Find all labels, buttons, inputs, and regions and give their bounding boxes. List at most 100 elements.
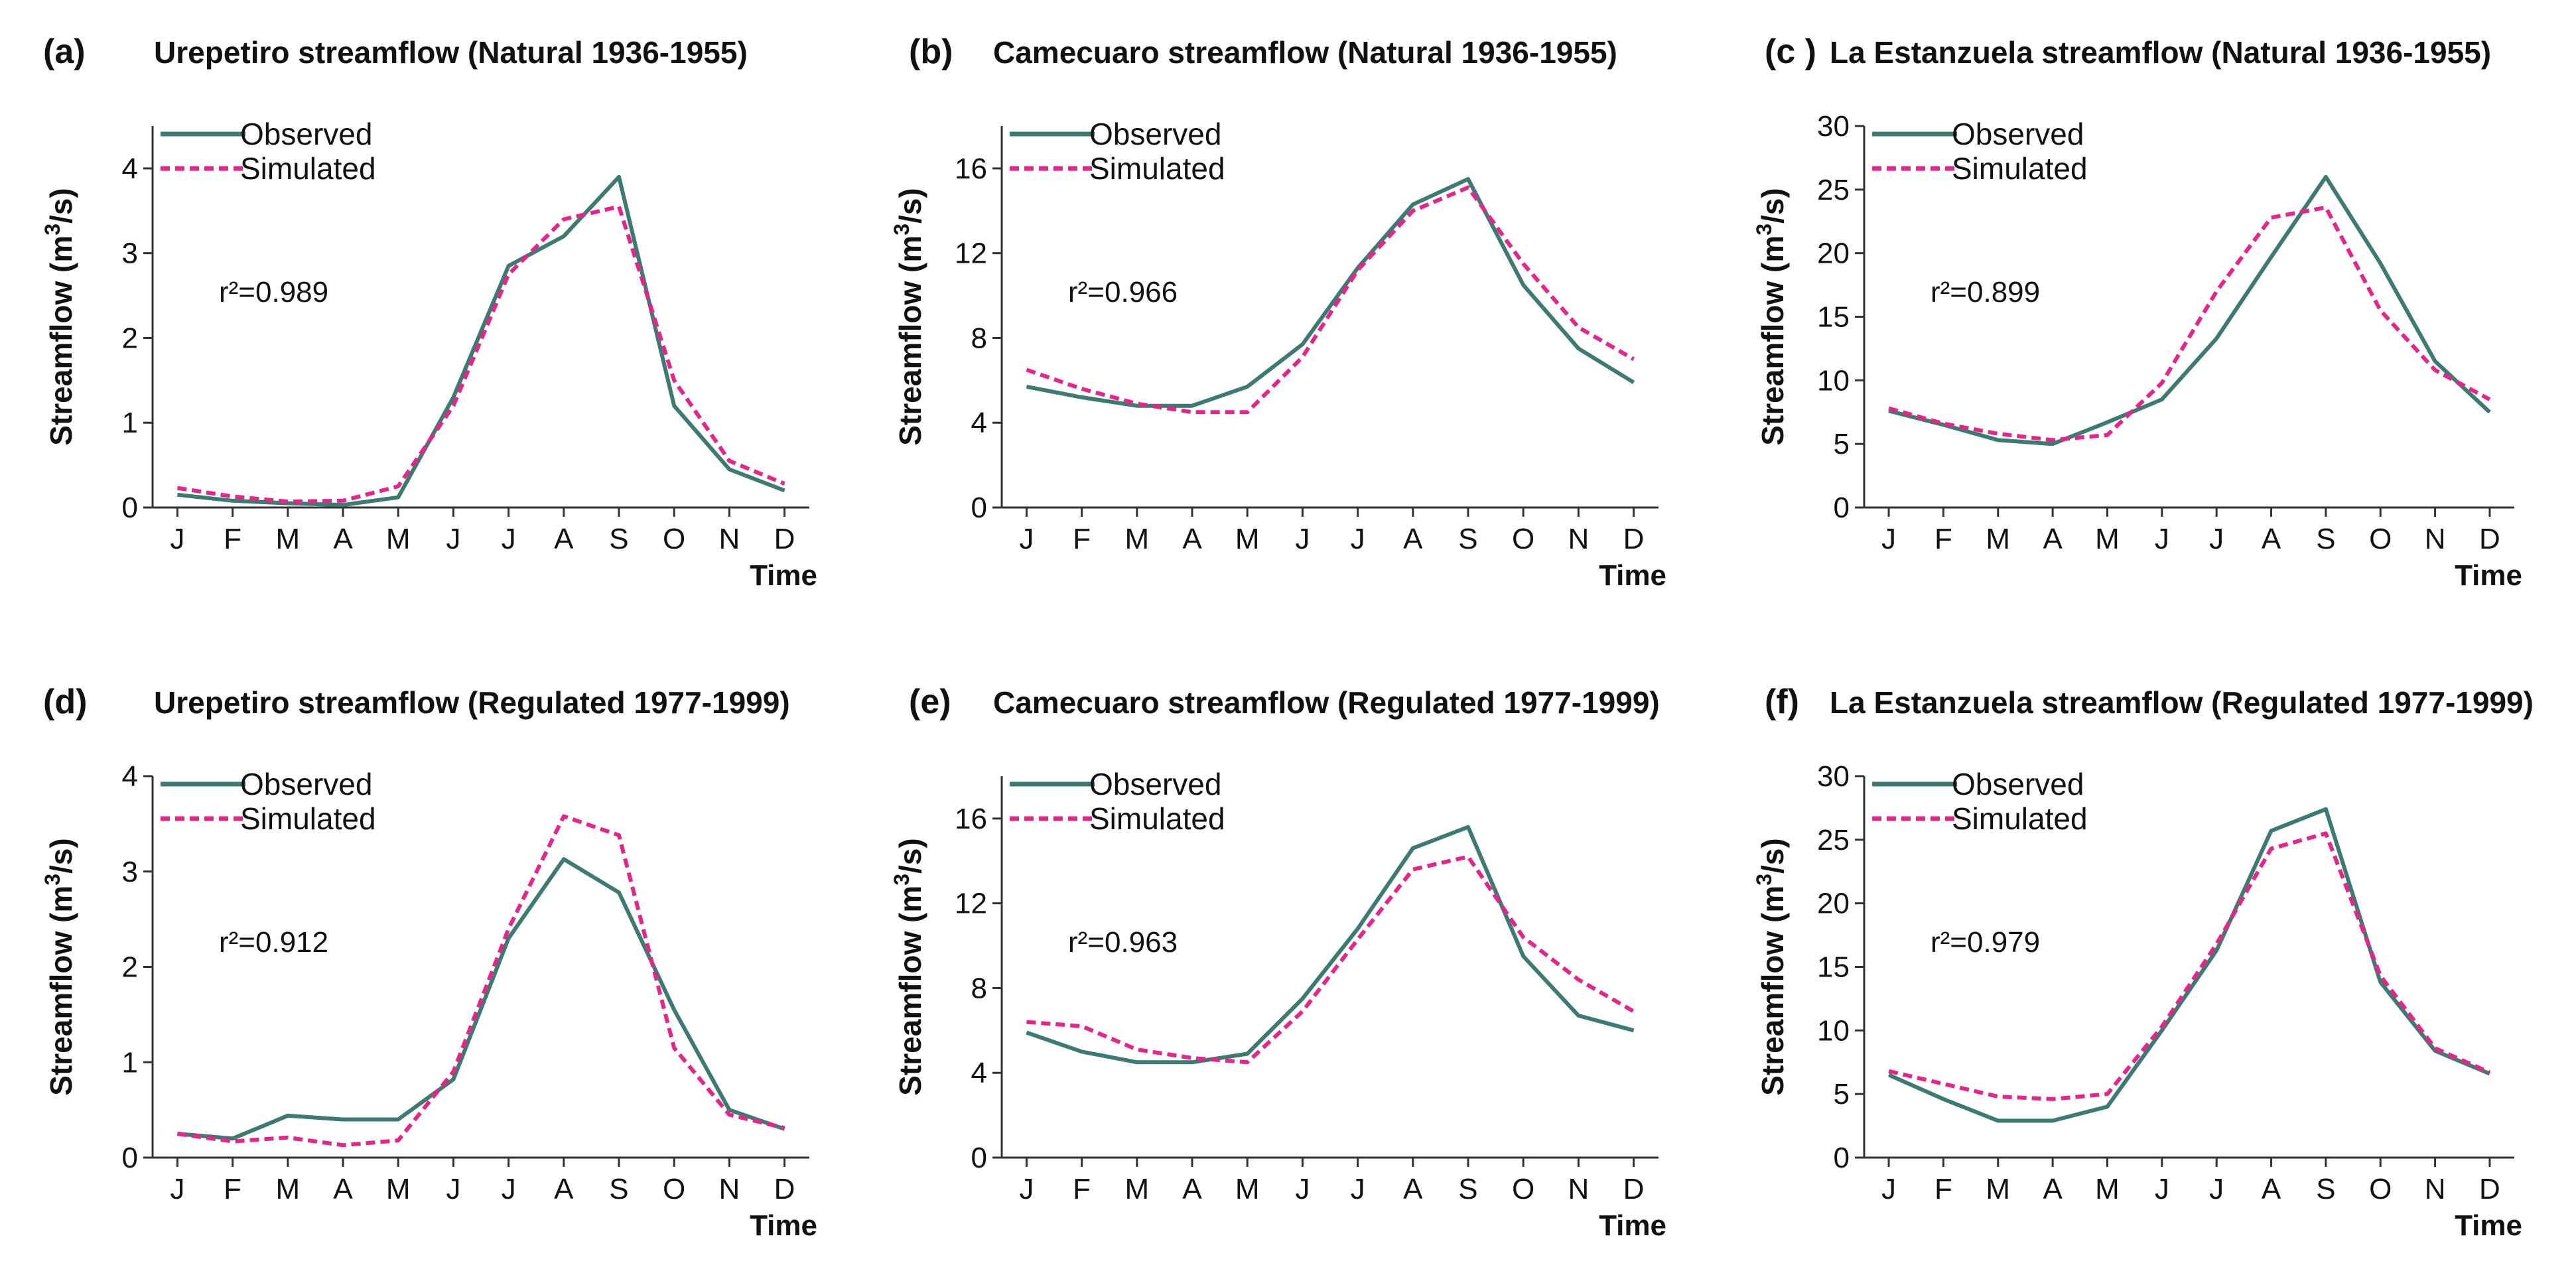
x-axis-label: Time xyxy=(1599,1209,1666,1242)
y-tick-label: 2 xyxy=(122,322,138,354)
simulated-point xyxy=(2488,398,2491,401)
observed-point xyxy=(2051,1119,2054,1122)
observed-point xyxy=(1025,385,1028,388)
x-tick-label: D xyxy=(1623,1173,1645,1205)
r-squared-annotation: r²=0.899 xyxy=(1931,276,2040,308)
r-squared-annotation: r²=0.989 xyxy=(219,276,328,308)
observed-point xyxy=(728,468,730,471)
simulated-point xyxy=(618,834,620,837)
x-tick-label: F xyxy=(224,1173,241,1205)
observed-point xyxy=(2270,255,2273,258)
y-tick-label: 30 xyxy=(1817,760,1850,793)
y-axis-label-unit: /s) xyxy=(44,838,78,874)
legend-simulated-label: Simulated xyxy=(240,801,376,836)
y-axis-label-superscript: 3 xyxy=(890,224,914,235)
x-tick-label: J xyxy=(2209,1173,2224,1205)
x-tick-label: J xyxy=(502,1173,516,1205)
x-tick-label: A xyxy=(2262,1173,2281,1205)
y-axis-label-superscript: 3 xyxy=(890,874,914,886)
y-tick-label: 0 xyxy=(1834,492,1850,524)
observed-point xyxy=(1942,1098,1944,1101)
y-tick-label: 0 xyxy=(122,1142,138,1174)
r-squared-annotation: r²=0.979 xyxy=(1931,926,2040,959)
y-axis-label-unit: /s) xyxy=(893,188,927,224)
observed-point xyxy=(508,265,510,267)
y-tick-label: 30 xyxy=(1817,110,1850,143)
observed-point xyxy=(232,500,234,502)
observed-point xyxy=(1997,1119,2000,1122)
simulated-point xyxy=(1577,978,1580,981)
simulated-point xyxy=(1246,1061,1249,1063)
x-tick-label: O xyxy=(2369,523,2392,555)
y-axis-label-text: Streamflow (m xyxy=(1755,235,1790,446)
simulated-point xyxy=(1633,358,1635,360)
simulated-point xyxy=(563,218,565,221)
y-axis-label-superscript: 3 xyxy=(1752,874,1776,886)
x-tick-label: M xyxy=(275,523,300,555)
simulated-series-line xyxy=(1026,185,1635,415)
x-tick-label: A xyxy=(2043,523,2063,555)
y-tick-label: 1 xyxy=(122,1046,138,1079)
observed-point xyxy=(1577,1014,1580,1017)
observed-point xyxy=(176,494,178,496)
y-tick-label: 20 xyxy=(1817,888,1850,920)
observed-point xyxy=(1887,1073,1890,1076)
y-axis-label-text: Streamflow (m xyxy=(44,886,78,1096)
observed-point xyxy=(1301,997,1304,1000)
observed-series-line xyxy=(177,174,785,507)
x-tick-label: D xyxy=(2479,1173,2500,1205)
y-axis-label-unit: /s) xyxy=(1755,838,1790,874)
observed-point xyxy=(618,176,620,178)
x-tick-label: M xyxy=(1124,1173,1149,1205)
x-tick-label: D xyxy=(1623,523,1645,555)
simulated-point xyxy=(2106,434,2108,437)
y-tick-label: 15 xyxy=(1817,301,1850,334)
x-tick-label: J xyxy=(170,1173,184,1205)
y-tick-label: 3 xyxy=(122,856,138,888)
x-axis-label: Time xyxy=(750,559,817,592)
simulated-point xyxy=(563,815,565,817)
y-axis-label-unit: /s) xyxy=(893,838,927,874)
chart-panel: (a) Urepetiro streamflow (Natural 1936-19… xyxy=(40,33,817,592)
y-axis-label-superscript: 3 xyxy=(40,224,64,235)
simulated-point xyxy=(1081,1025,1083,1028)
x-tick-label: N xyxy=(2425,1173,2446,1205)
y-axis-label-text: Streamflow (m xyxy=(44,235,78,446)
observed-point xyxy=(618,891,620,894)
observed-point xyxy=(2325,808,2327,811)
simulated-point xyxy=(783,482,786,485)
simulated-point xyxy=(1997,1095,2000,1098)
chart-title: La Estanzuela streamflow (Regulated 1977… xyxy=(1830,685,2534,720)
y-tick-label: 4 xyxy=(971,407,987,439)
observed-point xyxy=(342,504,344,506)
x-tick-label: M xyxy=(1235,523,1260,555)
simulated-series-line xyxy=(1888,205,2491,442)
y-tick-label: 12 xyxy=(955,888,987,920)
simulated-point xyxy=(2379,975,2382,977)
simulated-point xyxy=(1357,938,1359,941)
y-axis-label-text: Streamflow (m xyxy=(1755,886,1790,1096)
simulated-point xyxy=(1412,210,1414,212)
simulated-point xyxy=(1412,868,1414,871)
simulated-point xyxy=(1522,263,1525,265)
simulated-point xyxy=(2434,369,2437,371)
x-tick-label: S xyxy=(2316,1173,2335,1205)
x-tick-label: J xyxy=(502,523,516,555)
y-tick-label: 10 xyxy=(1817,1014,1850,1047)
y-axis-label-text: Streamflow (m xyxy=(893,235,927,446)
x-tick-label: D xyxy=(774,523,795,555)
observed-point xyxy=(1301,343,1304,346)
x-tick-label: S xyxy=(1458,1173,1477,1205)
legend-simulated-label: Simulated xyxy=(1952,801,2088,836)
y-tick-label: 4 xyxy=(122,760,138,793)
observed-point xyxy=(673,405,675,407)
simulated-point xyxy=(618,205,620,208)
simulated-series-line xyxy=(176,814,785,1148)
simulated-point xyxy=(176,487,178,490)
chart-title: Camecuaro streamflow (Regulated 1977-199… xyxy=(993,685,1660,720)
x-tick-label: A xyxy=(1182,1173,1202,1205)
simulated-point xyxy=(2051,1098,2054,1101)
y-axis-label-text: Streamflow (m xyxy=(893,886,927,1096)
simulated-point xyxy=(176,1132,178,1135)
observed-point xyxy=(452,1078,454,1081)
